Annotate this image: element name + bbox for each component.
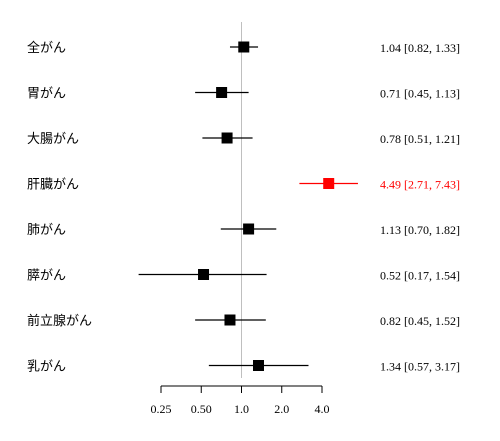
forest-row: 乳がん 1.34 [0.57, 3.17] [27, 360, 460, 375]
x-tick-label: 4.0 [315, 402, 330, 416]
estimate-marker [216, 87, 228, 98]
estimate-text: 4.49 [2.71, 7.43] [380, 178, 460, 192]
estimate-text: 0.52 [0.17, 1.54] [380, 269, 460, 283]
estimate-marker [224, 314, 236, 326]
estimate-text: 0.78 [0.51, 1.21] [380, 132, 460, 146]
forest-row: 肝臓がん 4.49 [2.71, 7.43] [27, 178, 460, 193]
estimate-marker [198, 269, 210, 280]
forest-row: 肺がん 1.13 [0.70, 1.82] [27, 223, 460, 238]
estimate-text: 0.82 [0.45, 1.52] [380, 314, 460, 328]
x-tick-label: 1.0 [234, 402, 249, 416]
forest-row: 胃がん 0.71 [0.45, 1.13] [27, 87, 460, 102]
row-label: 胃がん [27, 87, 66, 102]
estimate-marker [243, 223, 255, 235]
estimate-text: 0.71 [0.45, 1.13] [380, 87, 460, 101]
estimate-marker [323, 178, 335, 189]
row-label: 前立腺がん [27, 313, 92, 329]
x-tick-label: 0.50 [191, 402, 212, 416]
forest-row: 大腸がん 0.78 [0.51, 1.21] [27, 132, 460, 147]
row-label: 肺がん [27, 223, 66, 238]
row-label: 膵がん [27, 269, 66, 284]
forest-row: 前立腺がん 0.82 [0.45, 1.52] [27, 313, 460, 329]
estimate-text: 1.34 [0.57, 3.17] [380, 360, 460, 374]
estimate-marker [252, 360, 264, 371]
row-label: 乳がん [27, 360, 66, 375]
estimate-marker [238, 41, 250, 53]
row-label: 全がん [27, 40, 66, 56]
estimate-marker [221, 132, 233, 144]
estimate-text: 1.04 [0.82, 1.33] [380, 41, 460, 55]
forest-row: 膵がん 0.52 [0.17, 1.54] [27, 269, 460, 284]
x-tick-label: 2.0 [274, 402, 289, 416]
estimate-text: 1.13 [0.70, 1.82] [380, 223, 460, 237]
row-label: 大腸がん [27, 132, 79, 147]
row-label: 肝臓がん [27, 178, 79, 193]
forest-row: 全がん 1.04 [0.82, 1.33] [27, 40, 460, 56]
x-tick-label: 0.25 [151, 402, 172, 416]
